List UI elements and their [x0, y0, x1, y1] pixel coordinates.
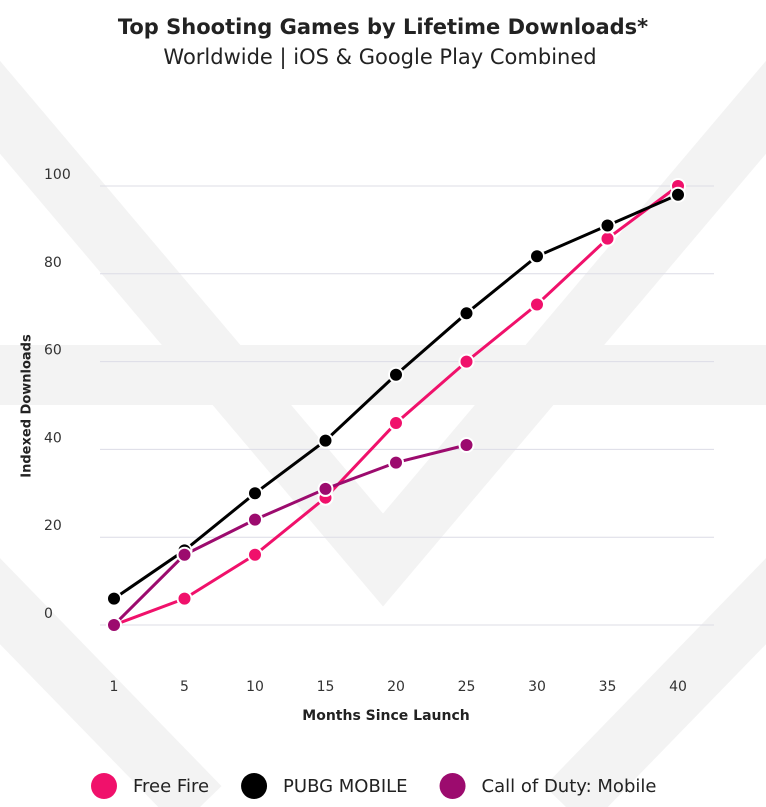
- data-point: [176, 546, 193, 563]
- y-tick-label: 20: [44, 518, 62, 534]
- data-point: [176, 590, 193, 607]
- legend-label: Call of Duty: Mobile: [482, 776, 657, 797]
- data-point: [247, 485, 263, 502]
- legend-label: PUBG MOBILE: [283, 776, 408, 797]
- data-point: [388, 454, 404, 471]
- x-tick-label: 40: [669, 679, 687, 695]
- data-point: [670, 186, 686, 203]
- data-point: [388, 415, 404, 432]
- data-point: [458, 305, 475, 322]
- legend-swatch: [439, 773, 466, 799]
- y-axis-label: Indexed Downloads: [20, 334, 35, 478]
- data-point: [317, 480, 334, 497]
- data-point: [247, 511, 263, 528]
- legend-label: Free Fire: [133, 776, 209, 797]
- series-line: [112, 443, 467, 627]
- x-tick-label: 20: [387, 679, 405, 695]
- legend-swatch: [241, 773, 268, 799]
- data-point: [458, 353, 475, 370]
- x-tick-label: 1: [110, 679, 119, 695]
- chart-title: Top Shooting Games by Lifetime Downloads…: [118, 15, 648, 39]
- data-point: [529, 296, 545, 313]
- data-point: [317, 432, 334, 449]
- y-tick-label: 40: [44, 430, 62, 446]
- x-axis-label: Months Since Launch: [302, 708, 469, 724]
- data-point: [106, 617, 122, 633]
- y-tick-label: 0: [44, 606, 53, 622]
- legend-swatch: [91, 773, 117, 799]
- watermark: [0, 60, 766, 807]
- data-point: [247, 546, 263, 563]
- x-tick-label: 35: [599, 679, 617, 695]
- data-point: [599, 230, 616, 247]
- y-tick-label: 60: [44, 343, 62, 359]
- data-point: [388, 366, 404, 383]
- data-point: [599, 217, 616, 234]
- x-tick-label: 15: [317, 679, 335, 695]
- data-point: [458, 437, 475, 454]
- x-tick-label: 25: [458, 679, 476, 695]
- x-tick-label: 5: [180, 679, 189, 695]
- data-point: [529, 248, 545, 265]
- y-tick-label: 80: [44, 255, 62, 271]
- chart-subtitle: Worldwide | iOS & Google Play Combined: [163, 45, 596, 70]
- x-tick-label: 30: [528, 679, 546, 695]
- x-tick-label: 10: [246, 679, 264, 695]
- y-tick-label: 100: [44, 167, 71, 183]
- data-point: [106, 590, 122, 607]
